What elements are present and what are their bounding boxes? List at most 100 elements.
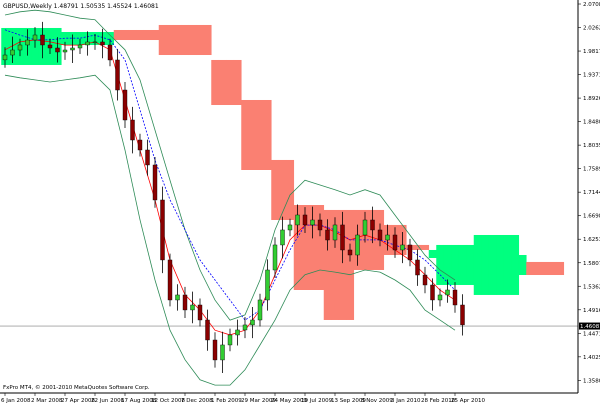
cloud-segment bbox=[278, 159, 287, 220]
x-tick-label: 7 Dec 2008 bbox=[181, 398, 213, 404]
y-tick-label: 1.84800 bbox=[583, 120, 600, 126]
y-tick-label: 1.71440 bbox=[583, 190, 600, 196]
candle-body bbox=[385, 234, 390, 241]
cloud-segment bbox=[293, 204, 302, 290]
cloud-segment bbox=[151, 29, 160, 41]
x-tick-label: 8 Nov 2009 bbox=[361, 398, 393, 404]
candle-body bbox=[370, 219, 375, 231]
candle-body bbox=[362, 219, 368, 236]
candle-body bbox=[182, 294, 188, 311]
cloud-segment bbox=[106, 31, 115, 45]
cloud-segment bbox=[443, 244, 452, 285]
y-tick-label: 1.93710 bbox=[583, 73, 600, 79]
y-tick-label: 1.66980 bbox=[583, 214, 600, 220]
candle-body bbox=[32, 34, 38, 41]
candle-body bbox=[257, 299, 263, 321]
cloud-segment bbox=[346, 209, 355, 320]
candle-body bbox=[325, 229, 330, 241]
candle-body bbox=[407, 244, 413, 261]
candle-body bbox=[175, 294, 180, 301]
y-tick-label: 1.98170 bbox=[583, 49, 600, 55]
chart-title: GBPUSD,Weekly 1.48791 1.50535 1.45524 1.… bbox=[3, 3, 159, 10]
candle-body bbox=[445, 289, 450, 296]
x-tick-label: 17 Aug 2008 bbox=[121, 398, 157, 404]
candle-body bbox=[317, 219, 323, 231]
candle-body bbox=[422, 274, 428, 286]
cloud-segment bbox=[248, 99, 257, 170]
cloud-segment bbox=[173, 24, 182, 56]
candle-body bbox=[332, 224, 338, 241]
cloud-segment bbox=[308, 204, 317, 290]
cloud-segment bbox=[158, 24, 167, 56]
candle-body bbox=[70, 47, 75, 51]
candle-body bbox=[265, 269, 270, 301]
cloud-segment bbox=[316, 204, 325, 290]
cloud-segment bbox=[143, 29, 152, 41]
candle-body bbox=[287, 224, 293, 231]
cloud-segment bbox=[226, 59, 235, 106]
candle-body bbox=[437, 294, 443, 301]
y-tick-label: 2.02620 bbox=[583, 26, 600, 32]
indicator-line bbox=[4, 29, 456, 321]
x-tick-label: 19 Jul 2009 bbox=[301, 398, 333, 404]
candle-body bbox=[85, 41, 90, 46]
cloud-segment bbox=[458, 244, 467, 285]
cloud-segment bbox=[466, 244, 475, 285]
x-tick-label: 1 Feb 2009 bbox=[211, 398, 242, 404]
y-tick-label: 1.44710 bbox=[583, 331, 600, 337]
y-tick-label: 1.89260 bbox=[583, 96, 600, 102]
cloud-segment bbox=[436, 244, 445, 285]
cloud-segment bbox=[331, 209, 340, 320]
x-tick-label: 25 Apr 2010 bbox=[451, 398, 486, 404]
candle-body bbox=[295, 214, 300, 226]
cloud-segment bbox=[203, 24, 212, 56]
candle-body bbox=[340, 224, 345, 251]
candle-body bbox=[62, 49, 68, 53]
y-tick-label: 1.53620 bbox=[583, 284, 600, 290]
x-tick-label: 3 Jan 2010 bbox=[391, 398, 421, 404]
candle-body bbox=[107, 44, 113, 61]
candle-body bbox=[205, 319, 210, 341]
candle-body bbox=[100, 41, 105, 46]
candle-body bbox=[167, 259, 173, 301]
candle-body bbox=[430, 284, 435, 301]
candle-body bbox=[47, 44, 53, 49]
candle-body bbox=[227, 334, 233, 346]
x-tick-label: 2 Mar 2008 bbox=[31, 398, 63, 404]
x-tick-label: 6 Jan 2008 bbox=[1, 398, 31, 404]
candle-body bbox=[392, 234, 398, 251]
cloud-segment bbox=[421, 244, 430, 250]
cloud-segment bbox=[196, 24, 205, 56]
candle-body bbox=[40, 34, 45, 46]
cloud-segment bbox=[548, 261, 557, 276]
x-tick-label: 22 Jun 2008 bbox=[91, 398, 125, 404]
cloud-segment bbox=[271, 159, 280, 220]
cloud-segment bbox=[451, 244, 460, 285]
cloud-segment bbox=[503, 234, 512, 295]
candle-body bbox=[145, 149, 150, 166]
candle-body bbox=[250, 319, 255, 326]
cloud-segment bbox=[286, 159, 295, 220]
candle-body bbox=[212, 339, 218, 361]
candle-body bbox=[452, 289, 458, 306]
cloud-segment bbox=[136, 29, 145, 41]
cloud-segment bbox=[413, 244, 422, 250]
y-tick-label: 1.58070 bbox=[583, 261, 600, 267]
y-tick-label: 1.40250 bbox=[583, 355, 600, 361]
indicator-line bbox=[4, 74, 456, 386]
candle-body bbox=[190, 304, 195, 311]
candle-body bbox=[242, 324, 248, 331]
last-price-label: 1.46081 bbox=[580, 324, 600, 330]
cloud-segment bbox=[61, 31, 70, 45]
cloud-segment bbox=[166, 24, 175, 56]
cloud-segment bbox=[541, 261, 550, 276]
y-tick-label: 1.49160 bbox=[583, 308, 600, 314]
cloud-segment bbox=[76, 31, 85, 45]
x-tick-label: 24 May 2009 bbox=[271, 398, 307, 404]
candle-body bbox=[302, 214, 308, 226]
candle-body bbox=[92, 41, 98, 43]
cloud-segment bbox=[473, 234, 482, 295]
cloud-segment bbox=[113, 29, 122, 41]
